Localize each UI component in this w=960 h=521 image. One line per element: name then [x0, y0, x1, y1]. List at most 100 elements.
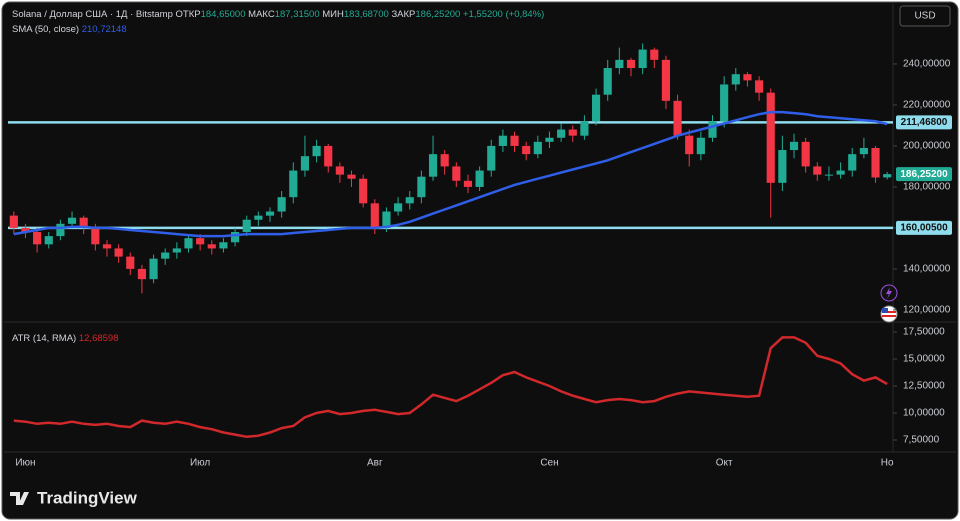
level-label-text: 160,00500	[900, 223, 948, 234]
candle-body	[836, 170, 845, 175]
candle-body	[557, 129, 566, 138]
candle-body	[545, 137, 554, 142]
candle-body	[207, 244, 216, 249]
ohlc: ОТКР184,65000 МАКС187,31500 МИН183,68700…	[176, 9, 463, 20]
indicator-line	[13, 336, 888, 439]
candle-body	[615, 59, 624, 69]
candle-body	[463, 180, 473, 187]
candle-body	[580, 121, 589, 136]
alert-bolt	[886, 287, 892, 299]
candle-body	[114, 248, 123, 257]
candle-body	[382, 211, 391, 228]
candle-body	[848, 154, 857, 171]
candle-body	[161, 252, 170, 259]
y-tick-label: 12,50000	[903, 381, 945, 392]
candle-body	[487, 145, 496, 171]
candle-body	[591, 94, 601, 122]
candle-body	[696, 137, 705, 155]
candle-body	[91, 227, 100, 245]
candle-body	[603, 68, 612, 95]
ohlc-label: ЗАКР	[391, 9, 416, 20]
candle-body	[766, 92, 775, 183]
brand-logo	[10, 492, 29, 505]
candle-body	[359, 178, 368, 204]
candle-body	[824, 174, 834, 176]
candle-body	[522, 145, 531, 155]
candle-body	[743, 74, 752, 81]
candle-body	[510, 135, 519, 146]
candle-body	[33, 232, 42, 245]
change: +1,55200 (+0,84%)	[462, 9, 545, 20]
header-line: Solana / Доллар США · 1Д · Bitstamp ОТКР…	[12, 9, 544, 20]
flag-stripe	[882, 311, 896, 313]
x-tick-label: Но	[881, 458, 894, 469]
last-price-label	[896, 167, 952, 182]
candle-body	[67, 217, 77, 224]
candle-body	[778, 150, 787, 183]
last-price-label-text: 186,25200	[900, 169, 948, 180]
ohlc-value: 187,31500	[274, 9, 320, 20]
level-label	[896, 220, 952, 235]
candle-body	[102, 244, 112, 249]
y-tick-label: 120,00000	[903, 305, 951, 316]
flag-canton	[882, 308, 888, 313]
candle-body	[883, 174, 892, 178]
candle-body	[871, 147, 880, 178]
candle-body	[859, 147, 868, 155]
candle-body	[149, 258, 158, 280]
y-tick-label: 220,00000	[903, 100, 951, 111]
candle-body	[673, 100, 682, 136]
candle-body	[452, 166, 461, 181]
candle-body	[755, 80, 764, 93]
candle-body	[300, 156, 310, 171]
candle-body	[650, 49, 659, 60]
ohlc-label: МАКС	[248, 9, 275, 20]
candle-body	[254, 215, 263, 220]
currency-button[interactable]	[899, 5, 951, 27]
candle-body	[708, 121, 717, 138]
candle-body	[801, 141, 810, 167]
candle-body	[324, 145, 333, 167]
candle-body	[661, 59, 671, 101]
legend-value: 210,72148	[81, 24, 127, 35]
candle-body	[428, 154, 438, 177]
y-tick-label: 15,00000	[903, 354, 945, 365]
ohlc-label: МИН	[322, 9, 344, 20]
candle-body	[440, 154, 449, 167]
symbol: Solana / Доллар США · 1Д · Bitstamp	[12, 9, 173, 20]
y-tick-label: 140,00000	[903, 264, 951, 275]
candle-body	[126, 256, 135, 269]
x-tick-label: Авг	[367, 458, 383, 469]
candle-body	[568, 129, 577, 136]
candle-body	[21, 227, 30, 233]
x-tick-label: Июн	[15, 458, 35, 469]
candle-body	[498, 135, 507, 146]
candle-body	[289, 170, 298, 198]
candle-body	[44, 236, 53, 245]
candle-body	[265, 211, 275, 216]
legend-name: ATR (14, RMA)	[12, 333, 77, 344]
candle-body	[137, 268, 146, 280]
y-tick-label: 200,00000	[903, 141, 951, 152]
y-tick-label: 240,00000	[903, 59, 951, 70]
x-tick-label: Июл	[190, 458, 210, 469]
candle-body	[184, 238, 193, 249]
candle-body	[335, 166, 344, 175]
candle-body	[9, 215, 18, 228]
candle-body	[172, 248, 181, 253]
legend-name: SMA (50, close)	[12, 24, 80, 35]
candle-body	[417, 176, 426, 198]
x-tick-label: Окт	[716, 458, 733, 469]
candle-body	[370, 203, 379, 228]
candle-body	[533, 141, 542, 155]
x-tick-label: Сен	[540, 458, 558, 469]
candle-body	[813, 166, 822, 175]
candle-body	[405, 197, 414, 204]
ohlc-value: 186,25200	[415, 9, 461, 20]
candle-body	[277, 197, 286, 212]
level-label-text: 211,46800	[901, 117, 948, 128]
candle-body	[347, 174, 356, 179]
flag-stripe	[882, 315, 896, 317]
ohlc-label: ОТКР	[175, 9, 201, 20]
